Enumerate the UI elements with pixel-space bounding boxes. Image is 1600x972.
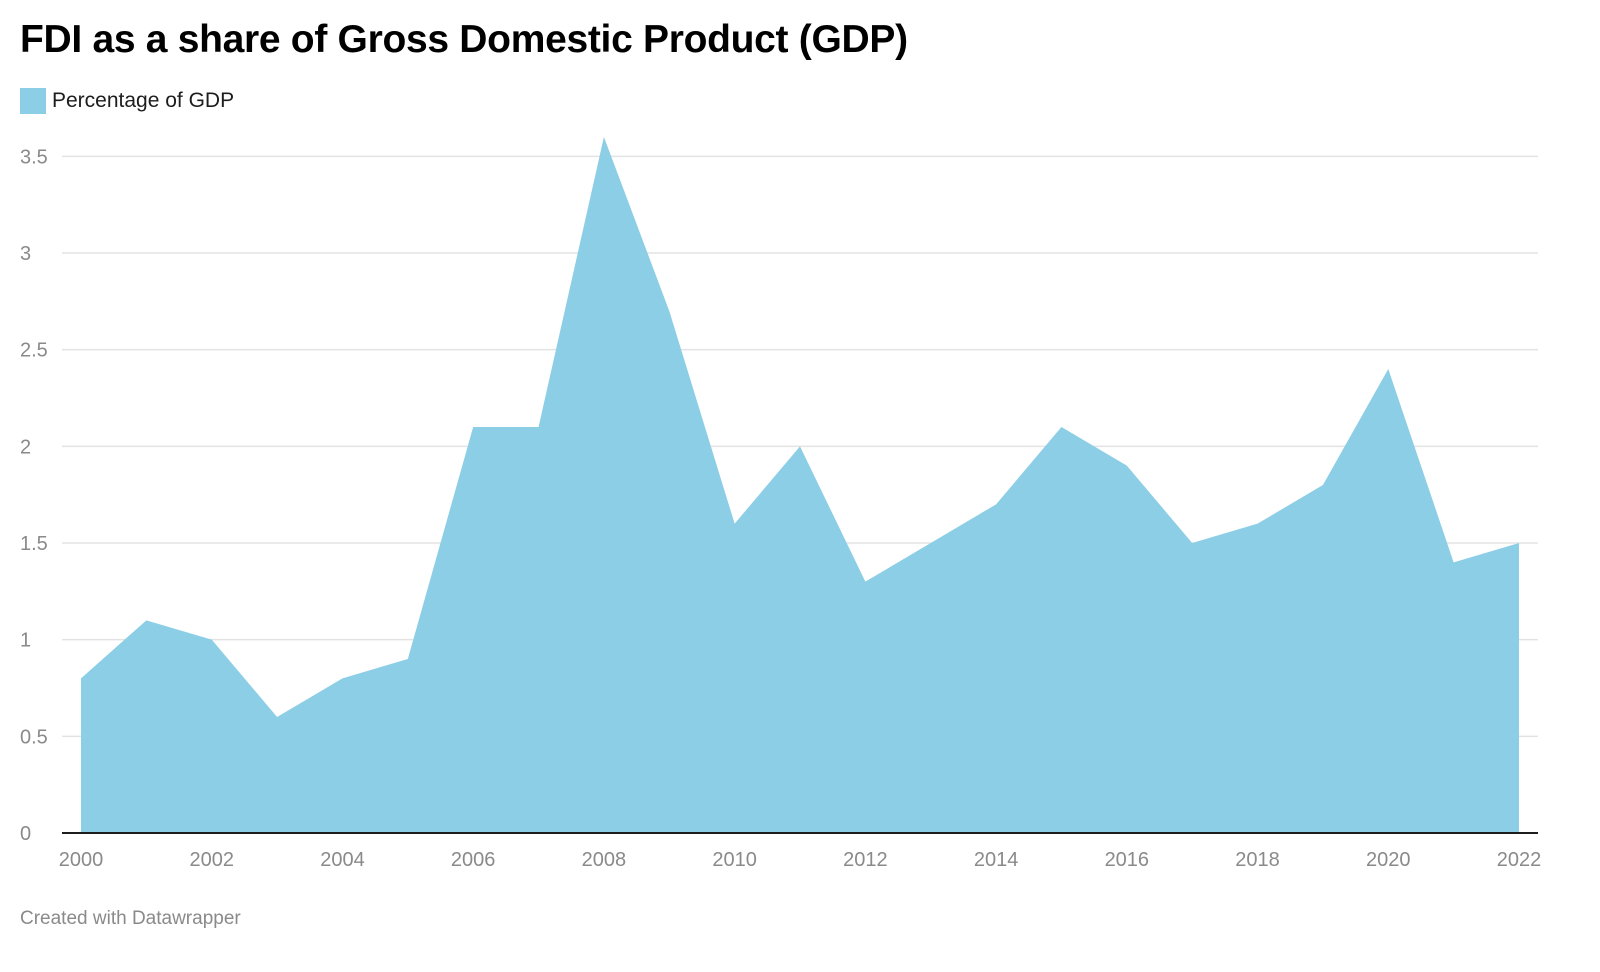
legend-swatch: [20, 88, 46, 114]
x-tick-label: 2016: [1105, 849, 1150, 871]
chart-title: FDI as a share of Gross Domestic Product…: [20, 18, 908, 61]
y-tick-label: 2.5: [20, 340, 48, 362]
y-tick-label: 2: [20, 436, 31, 458]
area-series-0: [81, 137, 1519, 833]
x-tick-label: 2022: [1497, 849, 1542, 871]
x-tick-label: 2018: [1235, 849, 1280, 871]
x-tick-label: 2004: [320, 849, 365, 871]
legend: Percentage of GDP: [20, 88, 234, 114]
x-tick-label: 2000: [59, 849, 104, 871]
y-tick-label: 0: [20, 823, 31, 845]
area-series: [81, 137, 1519, 833]
x-axis-ticks: 2000 2002 2004 2006 2008 2010 2012 2014 2016 2018…: [59, 849, 1542, 871]
x-tick-label: 2010: [712, 849, 757, 871]
y-tick-label: 3.5: [20, 146, 48, 168]
x-tick-label: 2020: [1366, 849, 1411, 871]
y-tick-label: 3: [20, 243, 31, 265]
x-tick-label: 2006: [451, 849, 496, 871]
x-tick-label: 2002: [189, 849, 234, 871]
y-tick-label: 0.5: [20, 726, 48, 748]
legend-label: Percentage of GDP: [52, 89, 235, 112]
y-tick-label: 1: [20, 630, 31, 652]
x-tick-label: 2012: [843, 849, 888, 871]
y-tick-label: 1.5: [20, 533, 48, 555]
y-axis-ticks: 0 0.5 1 1.5 2 2.5 3 3.5: [20, 146, 48, 845]
footer-credit: Created with Datawrapper: [20, 908, 241, 929]
x-tick-label: 2014: [974, 849, 1019, 871]
x-tick-label: 2008: [582, 849, 627, 871]
